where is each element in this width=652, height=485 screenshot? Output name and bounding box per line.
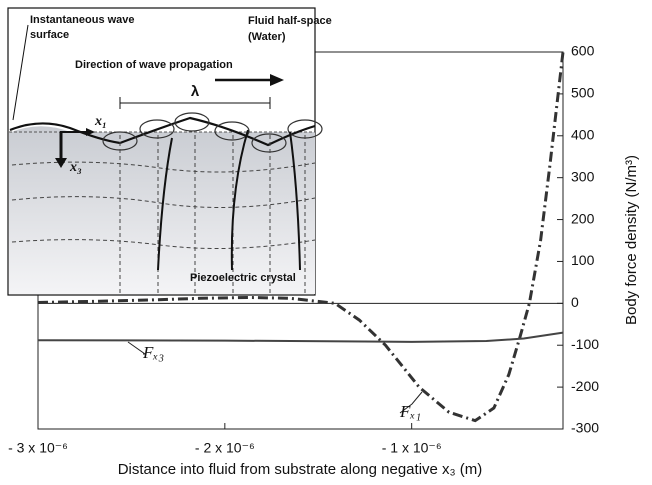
arrow-head bbox=[55, 158, 67, 168]
label-leader bbox=[399, 391, 423, 414]
y-axis-label: Body force density (N/m³) bbox=[623, 155, 640, 325]
arrow-head bbox=[270, 74, 284, 86]
x-tick-label: - 3 x 10⁻⁶ bbox=[8, 440, 68, 456]
leader bbox=[12, 24, 29, 121]
y-tick-label: 600 bbox=[571, 43, 595, 59]
inset-diagram: Instantaneous wave surface Fluid half-sp… bbox=[7, 7, 332, 296]
annotation: Direction of wave propagation bbox=[75, 59, 233, 71]
y-tick-label: 500 bbox=[571, 85, 595, 101]
arrow-head bbox=[86, 128, 95, 136]
annotation: (Water) bbox=[248, 31, 286, 43]
y-tick-label: -100 bbox=[571, 336, 599, 352]
series-label: Fₓ₁ bbox=[399, 402, 421, 421]
y-tick-label: 300 bbox=[571, 168, 595, 184]
series-label: Fₓ₃ bbox=[142, 343, 164, 362]
wave-surface bbox=[9, 116, 316, 147]
annotation: surface bbox=[30, 29, 69, 41]
annotation: Instantaneous wave bbox=[30, 14, 135, 26]
y-tick-label: 0 bbox=[571, 294, 579, 310]
displacement-curves bbox=[157, 129, 301, 271]
y-tick-label: -200 bbox=[571, 378, 599, 394]
label-leader bbox=[127, 341, 147, 355]
y-tick-label: -300 bbox=[571, 420, 599, 436]
y-tick-label: 400 bbox=[571, 126, 595, 142]
series-line bbox=[37, 51, 565, 423]
series-line bbox=[37, 331, 564, 343]
annotation: x₃ bbox=[69, 160, 82, 175]
y-tick-label: 100 bbox=[571, 252, 595, 268]
y-tick-label: 200 bbox=[571, 210, 595, 226]
annotation: Fluid half-space bbox=[248, 15, 332, 27]
x-tick-label: - 2 x 10⁻⁶ bbox=[195, 440, 255, 456]
plot-area: -300 -200 -100 0 100 200 300 400 500 600 - 3 x 10⁻… bbox=[8, 43, 599, 456]
annotation: x₁ bbox=[94, 114, 107, 129]
x-axis-label: Distance into fluid from substrate along… bbox=[118, 461, 483, 478]
lambda-bracket bbox=[119, 97, 271, 109]
annotation: λ bbox=[191, 83, 200, 100]
x-tick-label: - 1 x 10⁻⁶ bbox=[382, 440, 442, 456]
annotation: Piezoelectric crystal bbox=[190, 272, 296, 284]
